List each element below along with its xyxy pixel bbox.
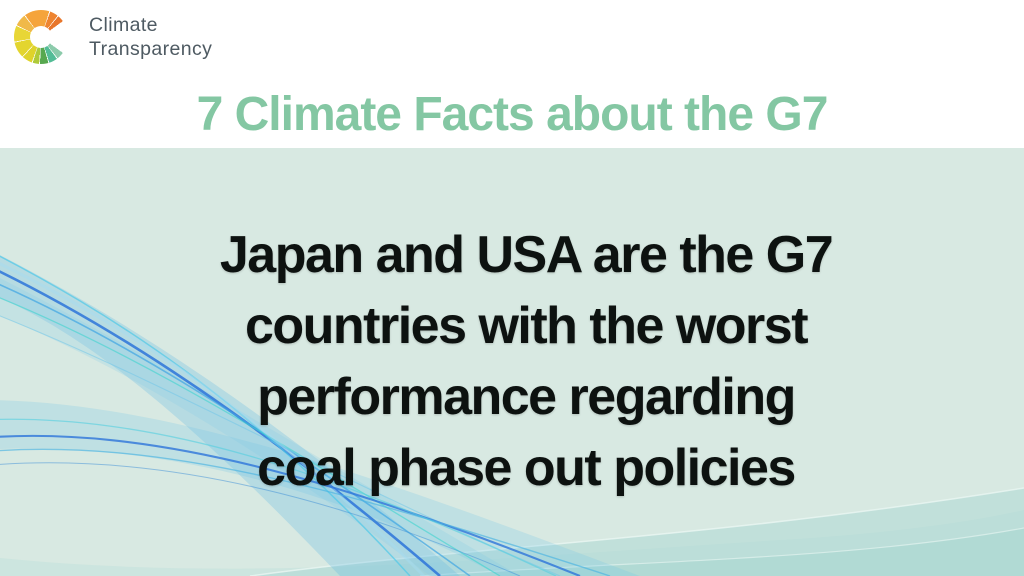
brand-name: Climate Transparency [89, 13, 212, 61]
fact-line: performance regarding [257, 368, 796, 426]
brand-name-line1: Climate [89, 14, 158, 36]
fact-line: Japan and USA are the G7 [219, 226, 834, 284]
brand-logo: Climate Transparency [14, 10, 212, 64]
fact-line: countries with the worst [244, 297, 809, 355]
fact-line: coal phase out policies [257, 439, 796, 497]
brand-name-line2: Transparency [89, 38, 213, 60]
fact-section: Japan and USA are the G7 countries with … [0, 148, 1024, 576]
fact-text: Japan and USA are the G7 countries with … [28, 220, 1024, 504]
climate-transparency-wheel-icon [14, 10, 68, 64]
page-title: 7 Climate Facts about the G7 [196, 88, 829, 141]
header-bar: Climate Transparency 7 Climate Facts abo… [0, 0, 1024, 148]
